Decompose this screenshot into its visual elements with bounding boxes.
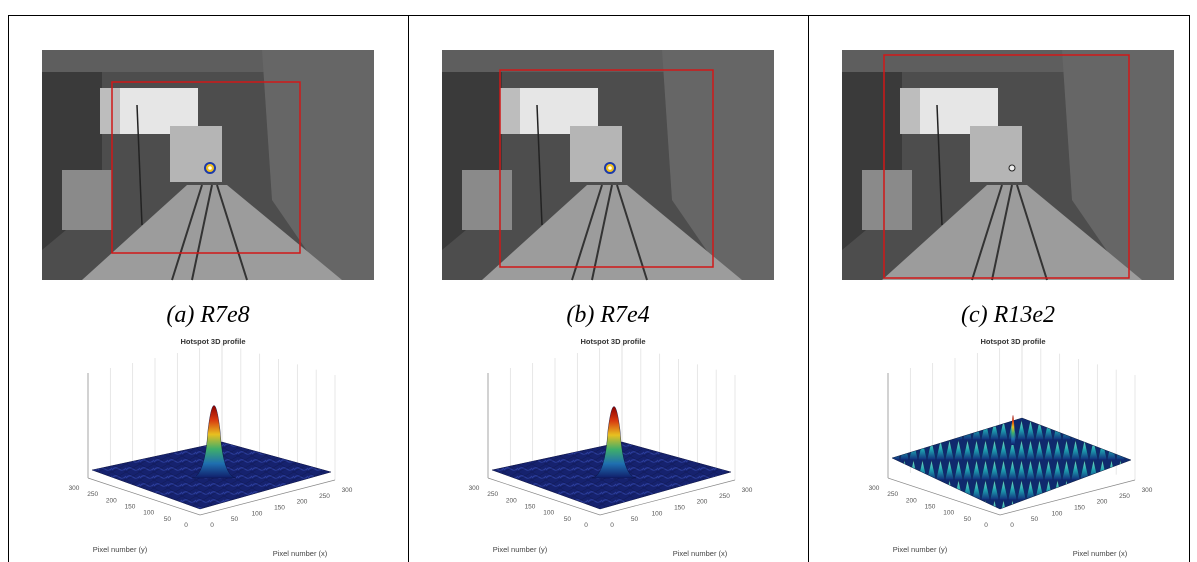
x-tick-label: 100	[252, 510, 263, 517]
peak	[1011, 415, 1015, 445]
x-axis-label: Pixel number (x)	[1073, 549, 1128, 558]
plot-title: Hotspot 3D profile	[981, 337, 1046, 346]
x-tick-label: 150	[1074, 505, 1085, 512]
x-tick-label: 150	[674, 505, 685, 512]
x-tick-label: 0	[210, 522, 214, 529]
target	[1009, 165, 1015, 171]
x-tick-label: 0	[1010, 522, 1014, 529]
y-tick-label: 50	[564, 516, 572, 523]
x-tick-label: 50	[631, 516, 639, 523]
x-tick-label: 50	[231, 516, 239, 523]
target-inner	[608, 166, 612, 170]
plot-3d	[88, 343, 335, 515]
figure: (a) R7e8 Hotspot 3D profile 300 250 200 150 10…	[0, 0, 1197, 562]
x-tick-label: 250	[1119, 493, 1130, 500]
x-tick-label: 250	[319, 493, 330, 500]
y-tick-label: 100	[943, 510, 954, 517]
plot-3d	[888, 343, 1135, 515]
y-axis-label: Pixel number (y)	[493, 545, 548, 554]
plot-title: Hotspot 3D profile	[181, 337, 246, 346]
board	[570, 126, 622, 182]
y-tick-label: 200	[906, 497, 917, 504]
x-axis-label: Pixel number (x)	[673, 549, 728, 558]
cabinet	[62, 170, 112, 230]
cabinet	[862, 170, 912, 230]
photo	[42, 50, 374, 280]
y-tick-label: 0	[184, 522, 188, 529]
window-shade	[500, 88, 520, 134]
y-tick-label: 150	[525, 504, 536, 511]
x-tick-label: 0	[610, 522, 614, 529]
y-tick-label: 300	[869, 485, 880, 492]
board	[170, 126, 222, 182]
window-shade	[100, 88, 120, 134]
window-shade	[900, 88, 920, 134]
y-axis-label: Pixel number (y)	[893, 545, 948, 554]
caption: (b) R7e4	[566, 302, 649, 328]
x-tick-label: 150	[274, 505, 285, 512]
y-tick-label: 200	[106, 497, 117, 504]
caption: (a) R7e8	[166, 302, 249, 328]
y-tick-label: 0	[584, 522, 588, 529]
y-tick-label: 0	[984, 522, 988, 529]
y-tick-label: 200	[506, 497, 517, 504]
x-tick-label: 200	[297, 499, 308, 506]
photo	[442, 50, 774, 280]
board	[970, 126, 1022, 182]
y-tick-label: 250	[887, 491, 898, 498]
x-tick-label: 200	[1097, 499, 1108, 506]
y-tick-label: 250	[487, 491, 498, 498]
x-tick-label: 250	[719, 493, 730, 500]
x-tick-label: 50	[1031, 516, 1039, 523]
y-tick-label: 100	[543, 510, 554, 517]
target-inner	[208, 166, 212, 170]
x-tick-label: 200	[697, 499, 708, 506]
y-tick-label: 250	[87, 491, 98, 498]
x-tick-label: 100	[652, 510, 663, 517]
y-tick-label: 150	[925, 504, 936, 511]
x-tick-label: 300	[342, 487, 353, 494]
x-axis-label: Pixel number (x)	[273, 549, 328, 558]
y-tick-label: 100	[143, 510, 154, 517]
surface	[892, 418, 1131, 509]
y-tick-label: 50	[964, 516, 972, 523]
x-tick-label: 300	[1142, 487, 1153, 494]
y-axis-label: Pixel number (y)	[93, 545, 148, 554]
photo	[842, 50, 1174, 280]
caption: (c) R13e2	[961, 302, 1055, 328]
y-tick-label: 300	[469, 485, 480, 492]
cabinet	[462, 170, 512, 230]
x-tick-label: 100	[1052, 510, 1063, 517]
y-tick-label: 150	[125, 504, 136, 511]
y-tick-label: 300	[69, 485, 80, 492]
y-tick-label: 50	[164, 516, 172, 523]
x-tick-label: 300	[742, 487, 753, 494]
plot-3d	[488, 343, 735, 515]
plot-title: Hotspot 3D profile	[581, 337, 646, 346]
